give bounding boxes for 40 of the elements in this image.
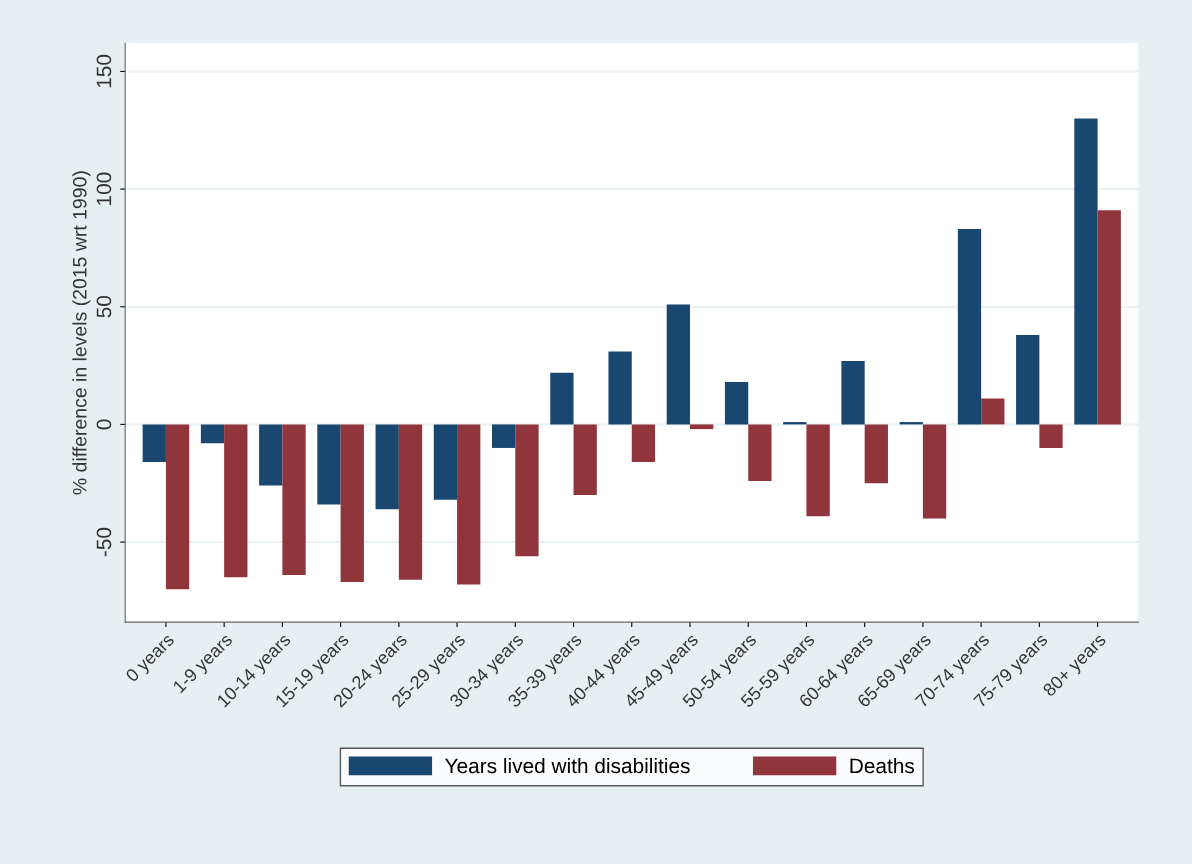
bar xyxy=(608,351,632,425)
bar xyxy=(724,382,749,425)
bar xyxy=(1097,210,1121,425)
bar xyxy=(515,424,539,557)
bar xyxy=(981,398,1005,425)
bar xyxy=(317,424,341,505)
bar xyxy=(573,424,597,496)
bar xyxy=(1074,118,1098,425)
y-tick-label: -50 xyxy=(96,527,112,557)
bar xyxy=(689,424,714,430)
bar xyxy=(165,424,190,590)
bar xyxy=(957,229,982,425)
bar xyxy=(375,424,399,510)
bar xyxy=(259,424,283,486)
y-tick-label: 0 xyxy=(96,419,112,430)
bar xyxy=(142,424,166,463)
bar xyxy=(224,424,248,578)
bar xyxy=(748,424,772,481)
bar xyxy=(806,424,830,517)
legend-label: Deaths xyxy=(850,757,915,774)
bar xyxy=(492,424,516,448)
legend-label: Years lived with disabilities xyxy=(445,757,690,774)
bar xyxy=(340,424,364,583)
bar xyxy=(666,304,690,425)
bar xyxy=(1039,424,1063,448)
bar xyxy=(282,424,306,576)
y-axis-title: % difference in levels (2015 wrt 1990) xyxy=(72,171,91,495)
bar xyxy=(841,360,865,425)
bar xyxy=(433,424,458,500)
bar xyxy=(1016,334,1040,425)
y-tick-label: 150 xyxy=(96,54,112,88)
bar xyxy=(200,424,225,444)
bar xyxy=(922,424,947,519)
y-tick-label: 50 xyxy=(96,295,112,318)
y-tick-label: 100 xyxy=(96,172,112,205)
bar xyxy=(457,424,481,585)
bar xyxy=(550,372,574,425)
bar xyxy=(864,424,888,484)
bar xyxy=(398,424,423,580)
bar xyxy=(631,424,656,463)
